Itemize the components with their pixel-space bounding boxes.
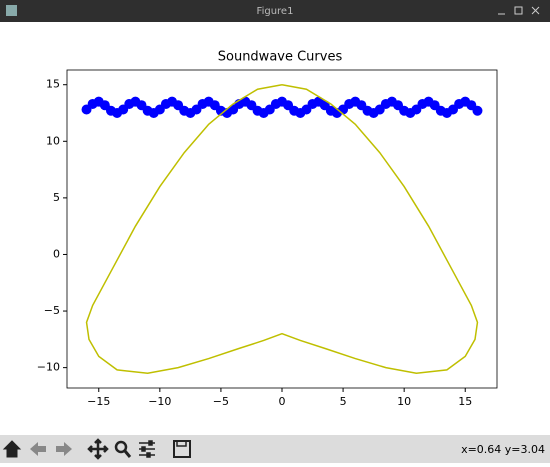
back-button[interactable] (30, 442, 46, 456)
configure-button[interactable] (139, 440, 155, 458)
x-tick-label: 10 (397, 395, 411, 408)
figure (0, 22, 550, 435)
y-tick-label: −10 (37, 361, 60, 374)
status-text: x=0.64 y=3.04 (461, 443, 545, 456)
title-bar (0, 0, 550, 22)
y-tick-label: 10 (46, 134, 60, 147)
line (85, 83, 479, 375)
zoom-button[interactable] (114, 440, 132, 458)
x-tick-label: 5 (340, 395, 347, 408)
home-button[interactable] (2, 440, 22, 458)
marker (472, 105, 483, 116)
window-controls[interactable] (498, 6, 540, 15)
pan-button[interactable] (87, 438, 109, 460)
x-tick-label: −15 (87, 395, 110, 408)
forward-button[interactable] (56, 442, 72, 456)
x-tick-label: 0 (279, 395, 286, 408)
y-tick-label: 0 (53, 247, 60, 260)
save-button[interactable] (173, 440, 191, 458)
window-title: Figure1 (257, 6, 294, 17)
y-tick-label: −5 (44, 304, 60, 317)
x-tick-label: −5 (213, 395, 229, 408)
y-tick-label: 5 (53, 191, 60, 204)
x-tick-label: −10 (148, 395, 171, 408)
axes-frame (66, 69, 498, 389)
app-icon (6, 5, 17, 16)
x-tick-label: 15 (458, 395, 472, 408)
chart-title: Soundwave Curves (218, 50, 343, 65)
y-tick-label: 15 (46, 78, 60, 91)
